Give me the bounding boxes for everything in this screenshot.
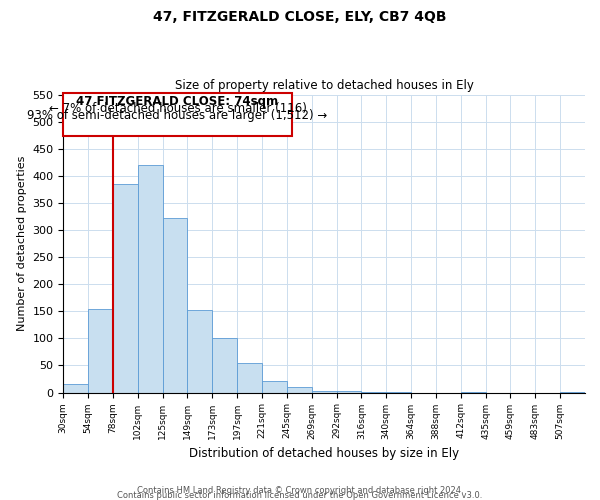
Text: 47 FITZGERALD CLOSE: 74sqm: 47 FITZGERALD CLOSE: 74sqm: [76, 95, 278, 108]
X-axis label: Distribution of detached houses by size in Ely: Distribution of detached houses by size …: [189, 447, 459, 460]
Bar: [163, 218, 187, 392]
Bar: [237, 363, 262, 392]
Bar: [113, 184, 138, 392]
Text: 47, FITZGERALD CLOSE, ELY, CB7 4QB: 47, FITZGERALD CLOSE, ELY, CB7 4QB: [153, 10, 447, 24]
Text: Contains public sector information licensed under the Open Government Licence v3: Contains public sector information licen…: [118, 491, 482, 500]
FancyBboxPatch shape: [63, 93, 292, 136]
Y-axis label: Number of detached properties: Number of detached properties: [17, 156, 27, 331]
Bar: [88, 308, 113, 392]
Bar: [138, 165, 163, 392]
Bar: [312, 391, 337, 392]
Text: ← 7% of detached houses are smaller (116): ← 7% of detached houses are smaller (116…: [49, 102, 307, 114]
Text: Contains HM Land Registry data © Crown copyright and database right 2024.: Contains HM Land Registry data © Crown c…: [137, 486, 463, 495]
Text: 93% of semi-detached houses are larger (1,512) →: 93% of semi-detached houses are larger (…: [28, 108, 328, 122]
Bar: [262, 380, 287, 392]
Bar: [212, 338, 237, 392]
Bar: [187, 310, 212, 392]
Title: Size of property relative to detached houses in Ely: Size of property relative to detached ho…: [175, 79, 473, 92]
Bar: [287, 386, 312, 392]
Bar: [63, 384, 88, 392]
